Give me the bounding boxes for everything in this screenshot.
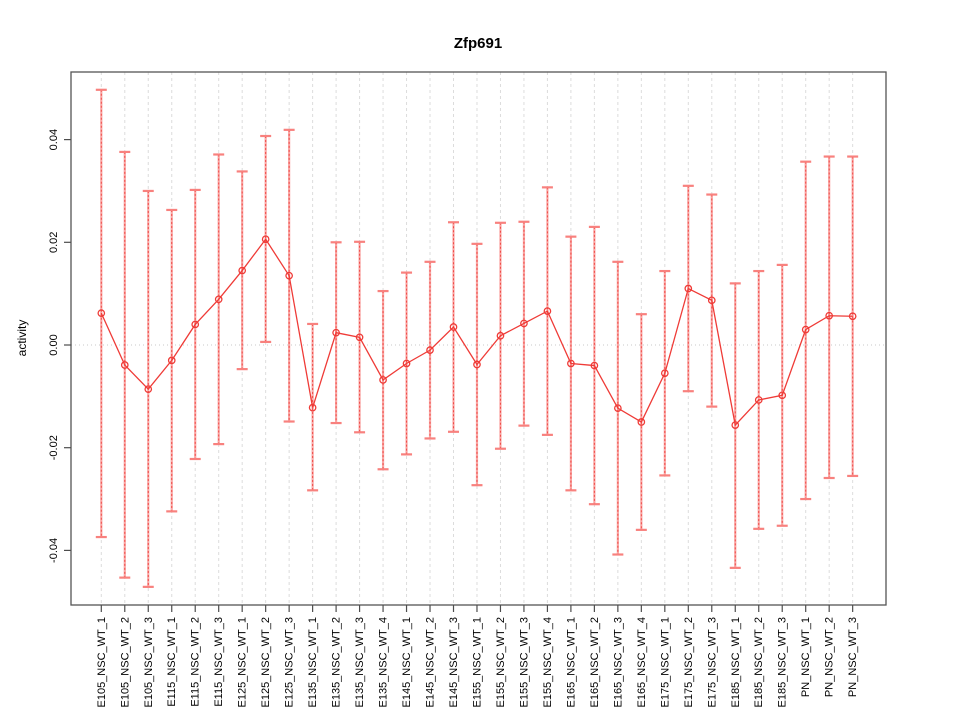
data-point-marker — [496, 331, 505, 340]
x-tick-label: E125_NSC_WT_3 — [284, 617, 296, 708]
data-point-marker — [567, 359, 575, 368]
x-tick-label: E155_NSC_WT_2 — [495, 617, 507, 708]
data-point-marker — [214, 295, 223, 304]
x-tick-label: E155_NSC_WT_1 — [471, 617, 483, 708]
data-point-marker — [355, 333, 364, 342]
data-point-marker — [473, 360, 481, 369]
data-point-marker — [191, 320, 200, 329]
data-point-marker — [731, 421, 740, 429]
data-point-marker — [238, 266, 247, 275]
x-tick-label: E135_NSC_WT_1 — [307, 617, 319, 708]
x-tick-label: E175_NSC_WT_3 — [706, 617, 718, 708]
x-tick-label: E125_NSC_WT_2 — [260, 617, 272, 708]
data-point-marker — [285, 271, 293, 280]
y-axis-title: activity — [15, 320, 29, 357]
data-point-marker — [402, 359, 411, 368]
data-point-marker — [144, 385, 153, 394]
y-tick-label: 0.04 — [48, 129, 60, 150]
data-point-marker — [684, 284, 693, 293]
x-tick-label: E145_NSC_WT_3 — [448, 617, 460, 708]
x-tick-label: E145_NSC_WT_1 — [401, 617, 413, 708]
data-point-marker — [308, 403, 317, 412]
y-tick-label: 0.00 — [48, 334, 60, 355]
x-tick-label: E155_NSC_WT_3 — [518, 617, 530, 708]
x-tick-label: E185_NSC_WT_2 — [753, 617, 765, 708]
x-tick-label: E185_NSC_WT_3 — [777, 617, 789, 708]
data-point-marker — [543, 307, 552, 315]
x-tick-label: E165_NSC_WT_2 — [589, 617, 601, 708]
data-point-marker — [332, 328, 340, 337]
x-tick-label: E165_NSC_WT_1 — [565, 617, 577, 708]
x-tick-label: E135_NSC_WT_4 — [378, 617, 390, 708]
chart-title: Zfp691 — [454, 35, 502, 52]
data-point-marker — [778, 391, 787, 400]
x-tick-label: E165_NSC_WT_3 — [612, 617, 624, 708]
data-point-marker — [707, 296, 716, 305]
x-tick-label: E115_NSC_WT_3 — [213, 617, 225, 707]
data-point-marker — [120, 361, 129, 369]
data-point-marker — [825, 311, 834, 320]
data-point-marker — [590, 361, 599, 370]
x-tick-label: E135_NSC_WT_2 — [331, 617, 343, 708]
x-tick-label: PN_NSC_WT_3 — [847, 617, 859, 697]
data-point-marker — [660, 369, 669, 378]
x-tick-label: E115_NSC_WT_1 — [166, 617, 178, 707]
data-point-marker — [801, 325, 810, 334]
x-tick-label: E105_NSC_WT_1 — [96, 617, 108, 708]
y-tick-label: -0.02 — [48, 435, 60, 460]
data-point-marker — [167, 356, 176, 365]
x-tick-label: E105_NSC_WT_2 — [119, 617, 131, 708]
y-tick-label: 0.02 — [48, 232, 60, 253]
x-tick-label: E175_NSC_WT_1 — [659, 617, 671, 708]
x-tick-label: E135_NSC_WT_3 — [354, 617, 366, 708]
data-point-marker — [614, 404, 622, 413]
y-tick-label: -0.04 — [48, 538, 60, 563]
data-point-marker — [261, 235, 270, 244]
data-point-marker — [637, 418, 646, 426]
data-point-marker — [97, 309, 106, 318]
x-tick-label: E155_NSC_WT_4 — [542, 617, 554, 708]
x-tick-label: E165_NSC_WT_4 — [636, 617, 648, 708]
series-line — [100, 238, 853, 427]
x-tick-label: E185_NSC_WT_1 — [730, 617, 742, 708]
data-point-marker — [449, 323, 458, 331]
plot-box — [70, 71, 887, 606]
data-point-marker — [379, 376, 387, 384]
data-point-marker — [520, 319, 528, 328]
x-tick-label: E125_NSC_WT_1 — [237, 617, 249, 708]
data-point-marker — [426, 346, 434, 354]
data-point-marker — [754, 396, 763, 404]
x-tick-label: PN_NSC_WT_2 — [824, 617, 836, 697]
chart-generated-layer: -0.04 -0.02 0.00 0.02 0.04 E105_NSC_WT_1 E105_… — [48, 71, 887, 708]
x-tick-label: E115_NSC_WT_2 — [190, 617, 202, 707]
x-tick-label: PN_NSC_WT_1 — [800, 617, 812, 697]
x-tick-label: E145_NSC_WT_2 — [425, 617, 437, 708]
x-tick-label: E175_NSC_WT_2 — [683, 617, 695, 708]
data-point-marker — [848, 312, 857, 321]
x-tick-label: E105_NSC_WT_3 — [143, 617, 155, 708]
